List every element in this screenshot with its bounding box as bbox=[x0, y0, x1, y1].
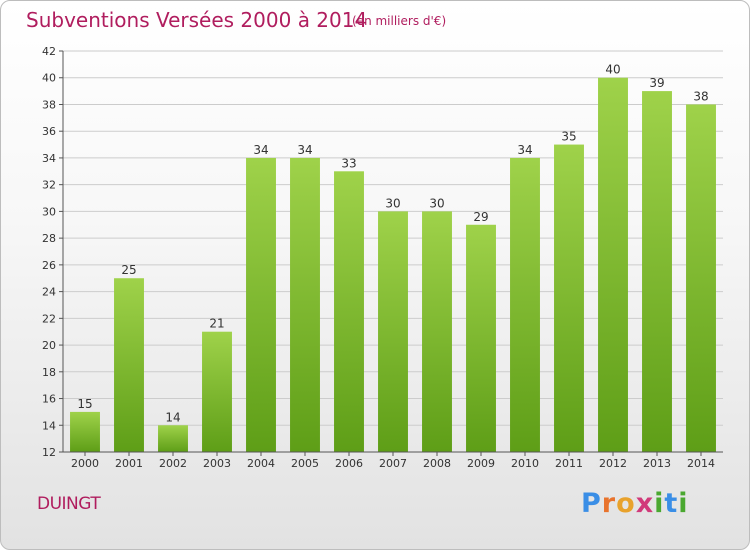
proxiti-logo: Proxiti bbox=[581, 488, 689, 519]
data-label: 40 bbox=[605, 63, 620, 77]
x-tick-label: 2014 bbox=[687, 457, 715, 470]
data-label: 35 bbox=[561, 130, 576, 144]
x-tick-label: 2009 bbox=[467, 457, 495, 470]
logo-letter: o bbox=[616, 488, 636, 519]
y-tick-label: 30 bbox=[42, 205, 56, 218]
x-tick-label: 2012 bbox=[599, 457, 627, 470]
bar-2010 bbox=[510, 157, 540, 452]
bar-2014 bbox=[686, 104, 716, 452]
bar-2001 bbox=[114, 278, 144, 452]
bar-2004 bbox=[246, 157, 276, 452]
y-tick-label: 24 bbox=[42, 286, 56, 299]
y-tick-label: 28 bbox=[42, 232, 56, 245]
bar-2003 bbox=[202, 331, 232, 452]
data-label: 29 bbox=[473, 210, 488, 224]
logo-letter: i bbox=[678, 488, 689, 519]
y-tick-label: 14 bbox=[42, 419, 56, 432]
bar-2013 bbox=[642, 91, 672, 452]
data-label: 30 bbox=[429, 196, 444, 210]
y-tick-label: 16 bbox=[42, 393, 56, 406]
data-label: 21 bbox=[209, 317, 224, 331]
data-label: 25 bbox=[121, 263, 136, 277]
data-label: 38 bbox=[693, 89, 708, 103]
bar-2005 bbox=[290, 157, 320, 452]
data-label: 39 bbox=[649, 76, 664, 90]
x-tick-label: 2005 bbox=[291, 457, 319, 470]
y-tick-label: 20 bbox=[42, 339, 56, 352]
x-tick-label: 2003 bbox=[203, 457, 231, 470]
x-tick-label: 2010 bbox=[511, 457, 539, 470]
logo-letter: t bbox=[664, 488, 679, 519]
bar-2002 bbox=[158, 425, 188, 452]
x-tick-label: 2011 bbox=[555, 457, 583, 470]
data-label: 34 bbox=[253, 143, 268, 157]
y-tick-label: 34 bbox=[42, 152, 56, 165]
chart-title: Subventions Versées 2000 à 2014 bbox=[26, 8, 368, 32]
x-tick-label: 2007 bbox=[379, 457, 407, 470]
bar-2009 bbox=[466, 224, 496, 452]
data-label: 34 bbox=[517, 143, 532, 157]
bar-2011 bbox=[554, 144, 584, 453]
x-tick-label: 2004 bbox=[247, 457, 275, 470]
data-label: 34 bbox=[297, 143, 312, 157]
bar-2012 bbox=[598, 77, 628, 452]
y-tick-label: 42 bbox=[42, 45, 56, 58]
y-tick-label: 26 bbox=[42, 259, 56, 272]
bar-2000 bbox=[70, 411, 100, 452]
data-label: 30 bbox=[385, 196, 400, 210]
x-tick-label: 2006 bbox=[335, 457, 363, 470]
y-tick-label: 12 bbox=[42, 446, 56, 459]
logo-letter: i bbox=[654, 488, 665, 519]
data-label: 14 bbox=[165, 410, 180, 424]
chart-unit-note: (en milliers d'€) bbox=[352, 14, 447, 28]
x-tick-label: 2000 bbox=[71, 457, 99, 470]
y-tick-label: 32 bbox=[42, 179, 56, 192]
y-tick-label: 40 bbox=[42, 72, 56, 85]
logo-letter: r bbox=[601, 488, 617, 519]
bar-2007 bbox=[378, 211, 408, 452]
bar-2006 bbox=[334, 171, 364, 453]
data-label: 33 bbox=[341, 156, 356, 170]
bar-2008 bbox=[422, 211, 452, 452]
y-tick-label: 36 bbox=[42, 125, 56, 138]
logo-letter: x bbox=[635, 488, 655, 519]
x-tick-label: 2002 bbox=[159, 457, 187, 470]
x-tick-label: 2001 bbox=[115, 457, 143, 470]
x-tick-label: 2013 bbox=[643, 457, 671, 470]
place-name: DUINGT bbox=[37, 494, 101, 514]
y-tick-label: 18 bbox=[42, 366, 56, 379]
logo-letter: P bbox=[581, 488, 602, 519]
x-tick-label: 2008 bbox=[423, 457, 451, 470]
y-tick-label: 22 bbox=[42, 312, 56, 325]
y-tick-label: 38 bbox=[42, 98, 56, 111]
data-label: 15 bbox=[77, 397, 92, 411]
